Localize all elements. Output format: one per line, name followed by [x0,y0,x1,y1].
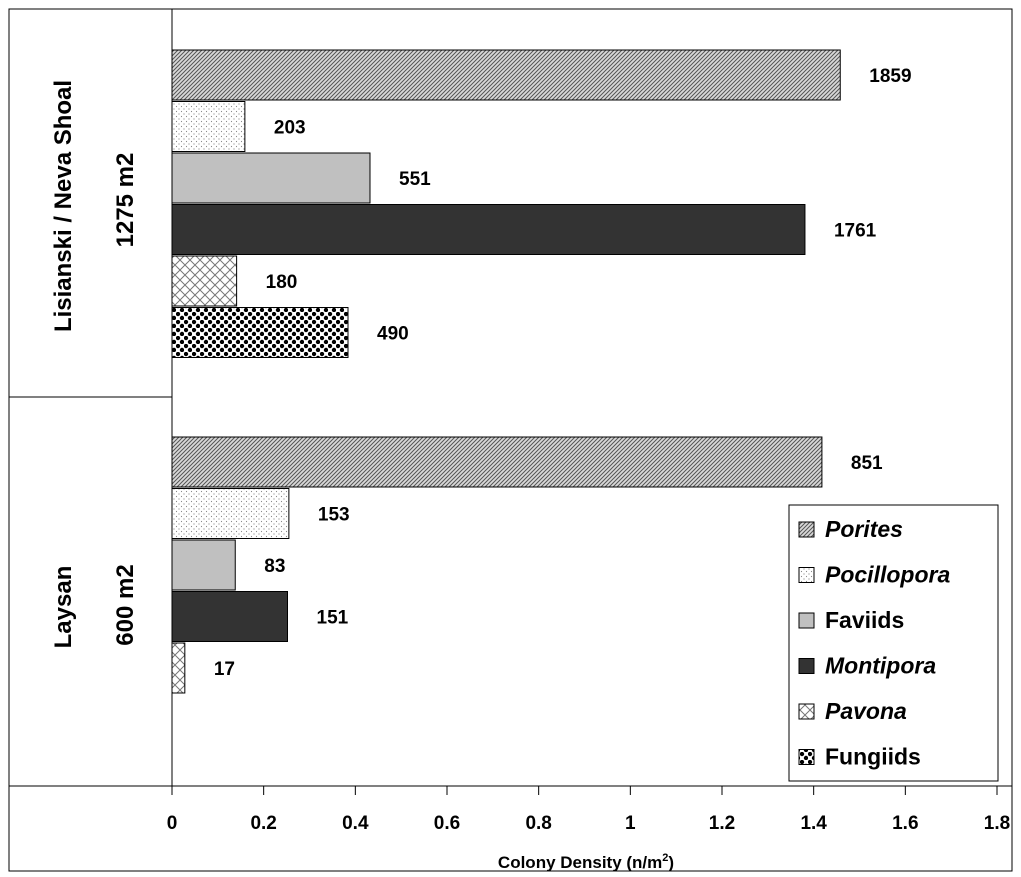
value-label-1-fungiids: 490 [377,324,409,345]
value-labels-layer: 1859 203 551 1761 180 490 851 153 83 151 17 [214,66,912,680]
group-1-area-label: 1275 m2 [112,153,139,248]
legend-swatch-porites [798,521,815,538]
x-axis-label: Colony Density (n/m2) [498,852,674,872]
bar-1-porites [171,49,841,101]
bar-1-fungiids [171,307,349,358]
x-tick-label: 1.8 [984,813,1010,834]
x-tick-label: 0.8 [525,813,551,834]
x-tick-label: 0.4 [342,813,369,834]
x-tick-label: 1 [625,813,636,834]
value-label-2-faviids: 83 [264,556,285,577]
x-tick-label: 0.6 [434,813,460,834]
group-2-area-label: 600 m2 [112,564,139,645]
x-tick-label: 0 [167,813,178,834]
bar-1-pocillopora [171,101,246,152]
group-label-panel: Lisianski / Neva Shoal 1275 m2 Laysan 60… [9,80,1012,787]
bar-2-pavona [171,642,186,694]
value-label-1-pocillopora: 203 [274,118,306,139]
legend: Porites Pocillopora Faviids Montipora Pavona… [788,504,999,782]
legend-label-faviids: Faviids [825,607,904,633]
value-label-1-montipora: 1761 [834,221,877,242]
group-1-site-label: Lisianski / Neva Shoal [50,80,77,332]
legend-swatch-pavona [798,703,815,720]
value-label-1-porites: 1859 [869,66,911,87]
legend-swatch-montipora [798,658,815,674]
value-label-1-faviids: 551 [399,169,431,190]
bar-1-montipora [171,204,806,255]
value-label-2-montipora: 151 [317,608,349,629]
bars-layer [171,49,841,694]
x-tick-label: 0.2 [250,813,276,834]
legend-swatch-fungiids [798,749,815,765]
group-2-site-label: Laysan [50,566,77,649]
x-tick-label: 1.2 [709,813,735,834]
legend-label-montipora: Montipora [825,653,936,679]
value-label-1-pavona: 180 [266,272,298,293]
legend-label-fungiids: Fungiids [825,744,921,770]
value-label-2-porites: 851 [851,453,883,474]
x-axis-ticks: 0 0.2 0.4 0.6 0.8 1 1.2 1.4 1.6 1.8 [167,786,1010,834]
value-label-2-pocillopora: 153 [318,505,350,526]
x-tick-label: 1.4 [800,813,827,834]
value-label-2-pavona: 17 [214,659,235,680]
legend-swatch-pocillopora [798,567,815,583]
bar-2-montipora [171,591,288,642]
legend-label-porites: Porites [825,516,903,542]
legend-label-pavona: Pavona [825,698,907,724]
bar-2-faviids [171,539,236,591]
legend-swatch-faviids [798,612,815,629]
bar-2-pocillopora [171,488,290,539]
x-tick-label: 1.6 [892,813,918,834]
bar-1-faviids [171,152,371,204]
bar-1-pavona [171,255,238,307]
bar-2-porites [171,436,823,488]
legend-label-pocillopora: Pocillopora [825,562,950,588]
